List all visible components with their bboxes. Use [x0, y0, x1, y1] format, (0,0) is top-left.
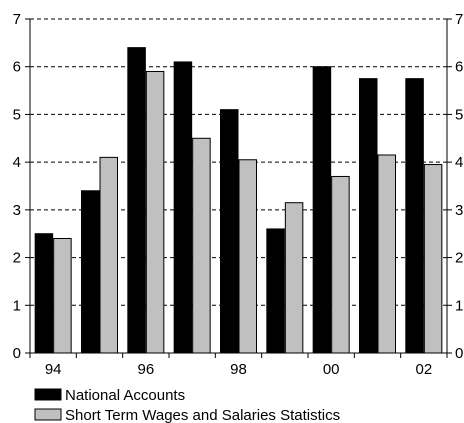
bar-national-accounts-6 [312, 66, 332, 354]
x-tick-label-00: 00 [323, 361, 340, 378]
y-tick-label-left-5: 5 [13, 106, 21, 123]
y-tick-label-left-2: 2 [13, 250, 21, 267]
bar-national-accounts-8 [405, 78, 424, 354]
bar-national-accounts-4 [220, 109, 239, 354]
x-tick-label-98: 98 [230, 361, 247, 378]
bar-national-accounts-3 [173, 61, 193, 354]
bar-short-term-wages-3 [192, 137, 211, 354]
y-axis-right: 0 1 2 3 4 5 6 7 [447, 11, 463, 362]
bar-short-term-wages-0 [53, 237, 72, 354]
y-tick-label-right-4: 4 [455, 154, 463, 171]
bar-short-term-wages-5 [284, 202, 304, 354]
bar-short-term-wages-6 [331, 175, 350, 354]
bars [34, 47, 443, 354]
legend-label-0: National Accounts [65, 387, 185, 404]
y-tick-label-right-1: 1 [455, 297, 463, 314]
y-tick-label-left-7: 7 [13, 11, 21, 28]
bar-national-accounts-0 [34, 233, 54, 354]
bar-national-accounts-7 [359, 78, 378, 354]
y-tick-label-left-0: 0 [13, 345, 21, 362]
legend: National Accounts Short Term Wages and Sa… [34, 387, 340, 423]
y-tick-label-right-3: 3 [455, 202, 463, 219]
y-tick-label-right-0: 0 [455, 345, 463, 362]
y-axis-left: 0 1 2 3 4 5 6 7 [13, 11, 30, 362]
y-tick-label-right-6: 6 [455, 59, 463, 76]
legend-label-1: Short Term Wages and Salaries Statistics [65, 407, 340, 423]
x-tick-label-94: 94 [45, 361, 62, 378]
y-tick-label-right-5: 5 [455, 106, 463, 123]
x-axis: 94 96 98 00 02 [29, 353, 448, 378]
bar-short-term-wages-1 [99, 156, 118, 354]
bar-short-term-wages-2 [145, 70, 165, 354]
legend-swatch-0 [34, 388, 62, 401]
bar-national-accounts-1 [81, 190, 100, 354]
bar-short-term-wages-4 [238, 159, 257, 354]
y-tick-label-left-4: 4 [13, 154, 21, 171]
y-tick-label-right-7: 7 [455, 11, 463, 28]
bar-short-term-wages-7 [377, 154, 396, 354]
y-tick-label-left-3: 3 [13, 202, 21, 219]
bar-short-term-wages-8 [423, 164, 443, 354]
bar-national-accounts-2 [127, 47, 146, 354]
axes [29, 19, 448, 354]
x-tick-label-96: 96 [137, 361, 154, 378]
y-tick-label-left-6: 6 [13, 59, 21, 76]
y-tick-label-left-1: 1 [13, 297, 21, 314]
y-tick-label-right-2: 2 [455, 250, 463, 267]
x-tick-label-02: 02 [415, 361, 432, 378]
bar-national-accounts-5 [266, 228, 285, 354]
legend-swatch-1 [34, 408, 62, 421]
